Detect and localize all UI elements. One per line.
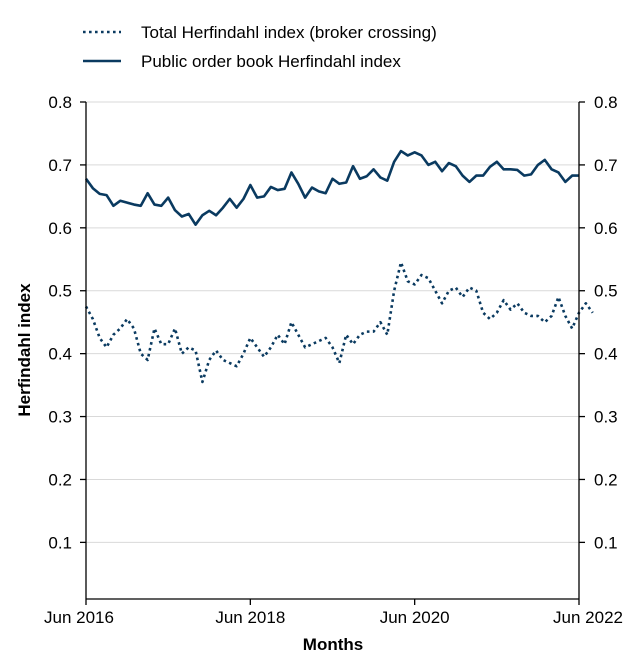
series-lines	[84, 149, 594, 384]
legend: Total Herfindahl index (broker crossing)…	[83, 23, 437, 71]
y-tick-label-right: 0.5	[594, 282, 618, 301]
y-tick-label-right: 0.4	[594, 345, 618, 364]
y-tick-label-left: 0.4	[48, 345, 72, 364]
y-tick-label-right: 0.8	[594, 93, 618, 112]
x-tick-label: Jun 2020	[380, 608, 450, 627]
legend-label-total-herfindahl: Total Herfindahl index (broker crossing)	[141, 23, 437, 42]
series-line-total-herfindahl	[84, 261, 594, 384]
axes	[85, 102, 580, 600]
x-axis-title: Months	[303, 635, 363, 654]
x-tick-label: Jun 2016	[44, 608, 114, 627]
y-tick-label-right: 0.6	[594, 219, 618, 238]
series-line-public-order-book	[84, 149, 579, 226]
y-tick-label-left: 0.7	[48, 156, 72, 175]
x-tick-label: Jun 2018	[215, 608, 285, 627]
y-tick-label-left: 0.3	[48, 408, 72, 427]
legend-label-public-order-book: Public order book Herfindahl index	[141, 52, 401, 71]
x-tick-label: Jun 2022	[553, 608, 623, 627]
y-tick-label-right: 0.7	[594, 156, 618, 175]
y-tick-label-left: 0.2	[48, 470, 72, 489]
y-tick-label-left: 0.1	[48, 533, 72, 552]
gridlines	[86, 101, 579, 543]
y-tick-label-right: 0.1	[594, 533, 618, 552]
tick-labels: 0.1 0.1 0.2 0.2 0.3 0.3 0.4 0.4 0.5 0.5 0.6 0.6 0.7 0…	[44, 93, 623, 627]
y-tick-label-right: 0.2	[594, 470, 618, 489]
y-tick-label-left: 0.6	[48, 219, 72, 238]
y-axis-title: Herfindahl index	[15, 283, 34, 417]
y-tick-label-left: 0.5	[48, 282, 72, 301]
y-tick-label-left: 0.8	[48, 93, 72, 112]
y-tick-label-right: 0.3	[594, 408, 618, 427]
